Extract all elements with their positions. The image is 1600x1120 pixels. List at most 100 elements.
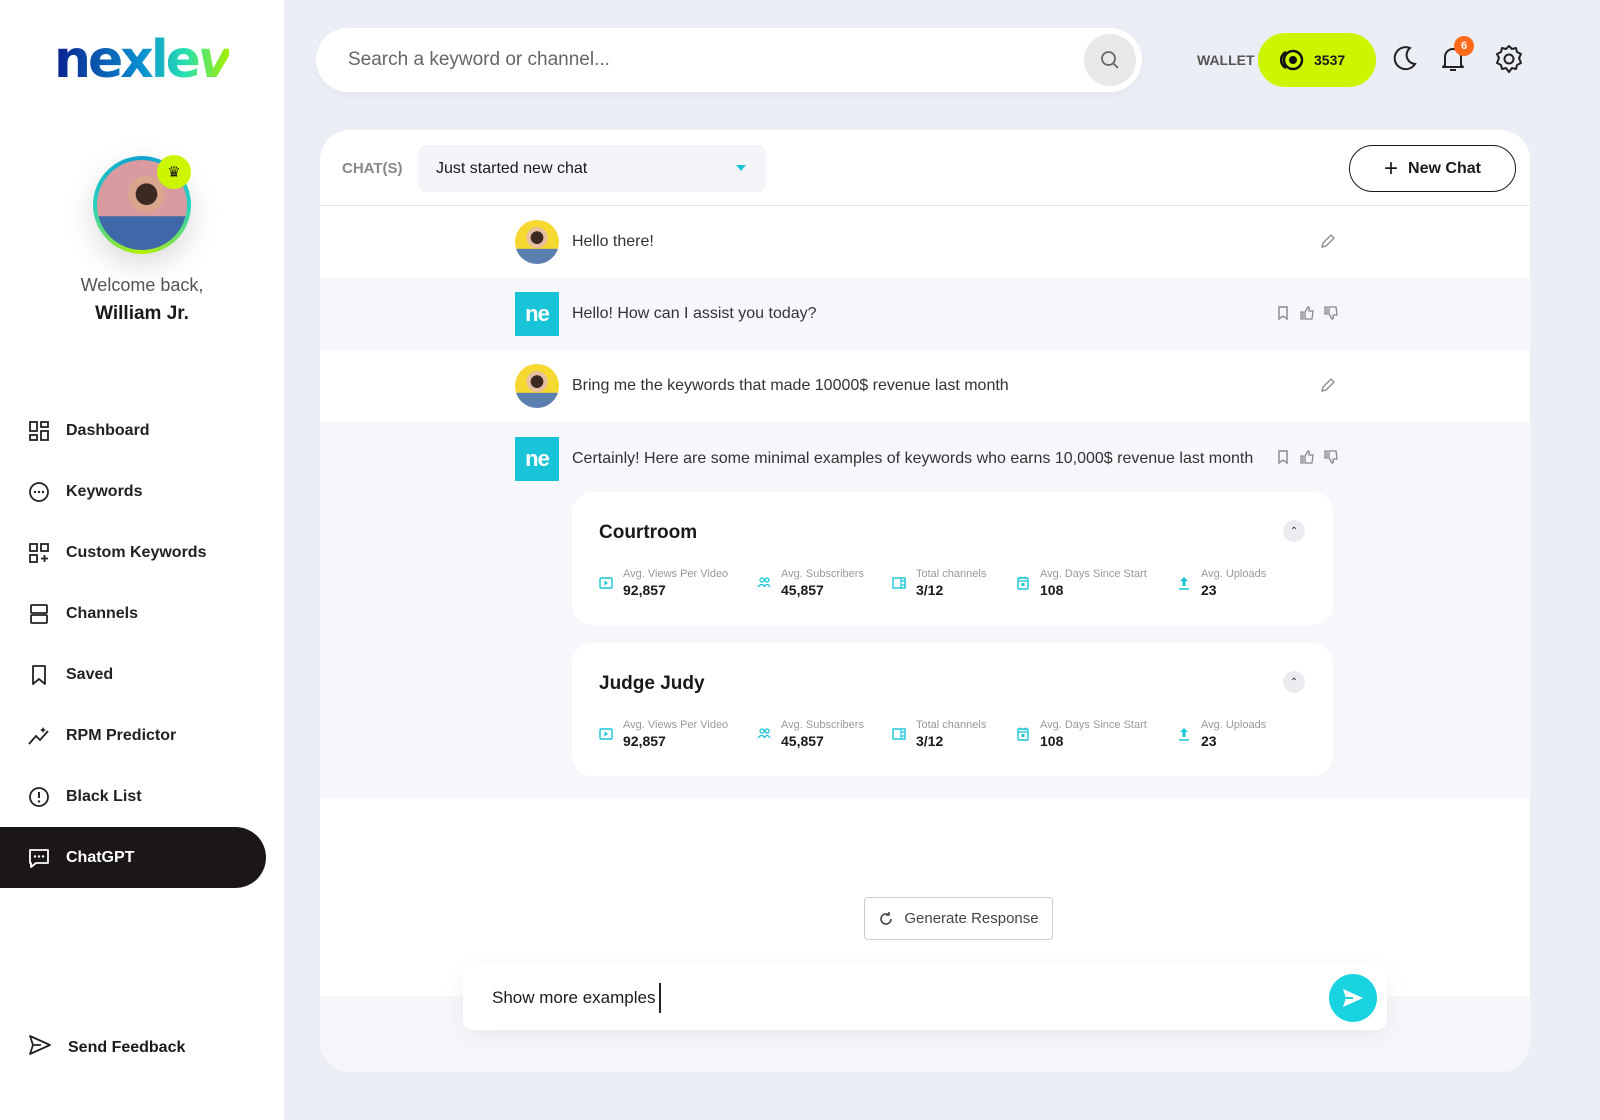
bot-response-block: ne Certainly! Here are some minimal examp… <box>320 422 1530 798</box>
stat-item: Total channels 3/12 <box>892 719 986 749</box>
keyword-card: Courtroom ⌃ Avg. Views Per Video 92,857 Avg.… <box>572 492 1333 625</box>
stat-value: 108 <box>1040 582 1064 598</box>
sidebar-item-dashboard[interactable]: Dashboard <box>0 400 266 461</box>
channel-icon <box>892 727 906 749</box>
message-text: Certainly! Here are some minimal example… <box>572 450 1254 467</box>
chat-select-value: Just started new chat <box>436 159 588 177</box>
user-message: Bring me the keywords that made 10000$ r… <box>320 350 1530 422</box>
collapse-button[interactable]: ⌃ <box>1283 671 1305 693</box>
stat-item: Total channels 3/12 <box>892 568 986 598</box>
stat-label: Avg. Days Since Start <box>1040 719 1147 731</box>
keyword-card-title: Courtroom <box>599 522 698 543</box>
pencil-icon[interactable] <box>1320 233 1336 254</box>
thumbs-up-icon[interactable] <box>1299 305 1315 326</box>
stat-value: 45,857 <box>781 582 824 598</box>
user-avatar <box>515 220 559 264</box>
stat-label: Avg. Uploads <box>1201 568 1267 580</box>
message-text: Hello there! <box>572 233 654 250</box>
message-actions <box>1320 233 1336 254</box>
chat-select[interactable]: Just started new chat <box>418 145 766 192</box>
upload-icon <box>1177 727 1191 749</box>
user-name: William Jr. <box>95 303 189 324</box>
bookmark-icon[interactable] <box>1275 305 1291 326</box>
chat-icon <box>28 847 50 869</box>
thumbs-down-icon[interactable] <box>1323 305 1339 326</box>
sidebar-item-saved[interactable]: Saved <box>0 644 266 705</box>
sidebar-item-black-list[interactable]: Black List <box>0 766 266 827</box>
chat-panel: CHAT(S) Just started new chat + New Chat… <box>320 130 1530 1072</box>
dark-mode-icon[interactable] <box>1392 44 1418 72</box>
stat-value: 23 <box>1201 733 1217 749</box>
sidebar-item-rpm-predictor[interactable]: RPM Predictor <box>0 705 266 766</box>
message-list: Hello there! ne Hello! How can I assist yo… <box>320 206 1530 798</box>
sidebar-item-label: RPM Predictor <box>66 726 177 744</box>
chevron-up-icon: ⌃ <box>1289 525 1299 537</box>
send-icon <box>1343 989 1363 1007</box>
stat-item: Avg. Subscribers 45,857 <box>757 719 864 749</box>
calendar-icon <box>1016 576 1030 598</box>
sidebar: nexlev ♛ Welcome back, William Jr. Dashb… <box>0 0 284 1120</box>
stat-value: 23 <box>1201 582 1217 598</box>
keyword-card: Judge Judy ⌃ Avg. Views Per Video 92,857 Avg… <box>572 643 1333 776</box>
gear-icon[interactable] <box>1494 44 1524 74</box>
stat-label: Avg. Subscribers <box>781 568 864 580</box>
stat-label: Avg. Uploads <box>1201 719 1267 731</box>
stat-label: Avg. Subscribers <box>781 719 864 731</box>
generate-response-button[interactable]: Generate Response <box>864 897 1053 940</box>
new-chat-button[interactable]: + New Chat <box>1349 145 1516 192</box>
new-chat-label: New Chat <box>1408 159 1481 177</box>
stat-item: Avg. Subscribers 45,857 <box>757 568 864 598</box>
thumbs-down-icon[interactable] <box>1323 449 1339 470</box>
search-button[interactable] <box>1084 34 1136 86</box>
message-actions <box>1320 377 1336 398</box>
upload-icon <box>1177 576 1191 598</box>
sidebar-item-label: Dashboard <box>66 421 150 439</box>
stat-item: Avg. Views Per Video 92,857 <box>599 719 728 749</box>
stat-item: Avg. Uploads 23 <box>1177 568 1266 598</box>
send-feedback-label: Send Feedback <box>68 1038 186 1056</box>
text-cursor <box>659 982 662 1013</box>
thumbs-up-icon[interactable] <box>1299 449 1315 470</box>
custom-keywords-icon <box>28 542 50 564</box>
sidebar-item-keywords[interactable]: Keywords <box>0 461 266 522</box>
message-text: Bring me the keywords that made 10000$ r… <box>572 377 1009 394</box>
message-actions <box>1275 305 1339 326</box>
wallet-label: WALLET <box>1197 52 1255 68</box>
bot-message: ne Certainly! Here are some minimal examp… <box>320 422 1530 496</box>
wallet-button[interactable]: 3537 <box>1258 33 1376 87</box>
pencil-icon[interactable] <box>1320 377 1336 398</box>
plus-icon: + <box>1384 154 1399 182</box>
bot-avatar: ne <box>515 292 559 336</box>
send-icon <box>28 1034 52 1061</box>
notification-badge: 6 <box>1454 36 1474 56</box>
chevron-up-icon: ⌃ <box>1289 676 1299 688</box>
stat-value: 92,857 <box>623 582 666 598</box>
sidebar-item-channels[interactable]: Channels <box>0 583 266 644</box>
sidebar-item-label: Saved <box>66 665 114 683</box>
welcome-text: Welcome back, <box>80 275 204 295</box>
sidebar-item-label: ChatGPT <box>66 848 135 866</box>
message-input[interactable]: Show more examples <box>463 965 1387 1030</box>
send-button[interactable] <box>1329 974 1377 1022</box>
search-placeholder: Search a keyword or channel... <box>348 49 610 70</box>
dashboard-icon <box>28 420 50 442</box>
chevron-down-icon <box>736 165 746 171</box>
alert-circle-icon <box>28 786 50 808</box>
stat-value: 3/12 <box>916 733 944 749</box>
sidebar-item-label: Custom Keywords <box>66 543 207 561</box>
sidebar-item-custom-keywords[interactable]: Custom Keywords <box>0 522 266 583</box>
collapse-button[interactable]: ⌃ <box>1283 520 1305 542</box>
sidebar-item-chatgpt[interactable]: ChatGPT <box>0 827 266 888</box>
stat-label: Total channels <box>916 719 987 731</box>
search-input[interactable]: Search a keyword or channel... <box>316 28 1142 92</box>
coin-icon <box>1280 49 1304 71</box>
calendar-icon <box>1016 727 1030 749</box>
nexlev-logo[interactable]: nexlev <box>54 30 229 90</box>
bookmark-icon <box>28 664 50 686</box>
stat-value: 45,857 <box>781 733 824 749</box>
message-text: Hello! How can I assist you today? <box>572 305 817 322</box>
send-feedback-button[interactable]: Send Feedback <box>28 1034 185 1061</box>
users-icon <box>757 727 771 749</box>
bookmark-icon[interactable] <box>1275 449 1291 470</box>
users-icon <box>757 576 771 598</box>
